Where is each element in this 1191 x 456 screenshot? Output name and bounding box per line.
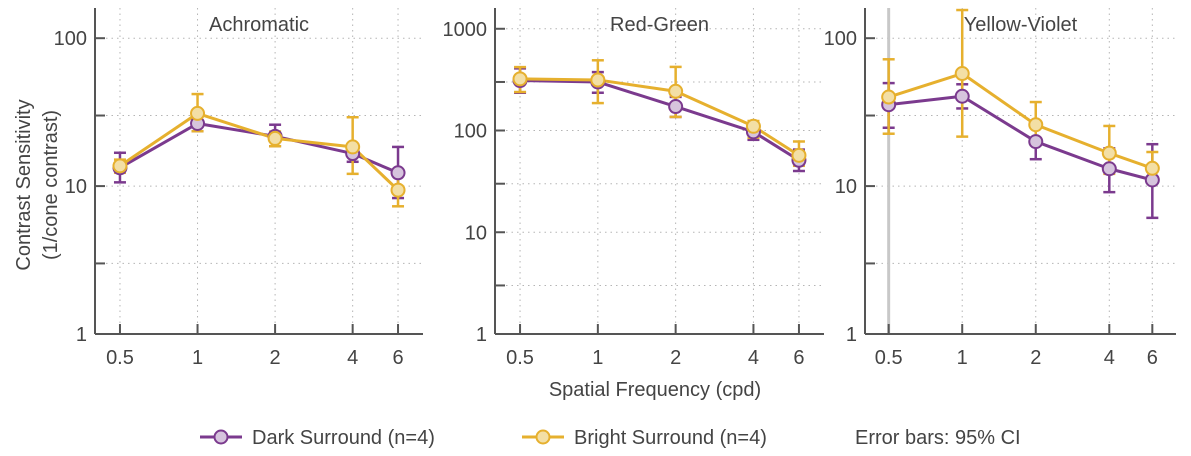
y-tick-label-0: 1 xyxy=(476,324,487,346)
data-point-bright xyxy=(512,71,528,87)
x-tick-label-0: 0.5 xyxy=(875,347,903,369)
data-point-bright xyxy=(190,105,206,121)
y-axis-label-line1: Contrast Sensitivity xyxy=(13,99,35,270)
x-tick-label-3: 4 xyxy=(748,347,759,369)
y-tick-label-1: 10 xyxy=(65,176,87,198)
legend-label-bright: Bright Surround (n=4) xyxy=(574,427,767,449)
data-point-dark xyxy=(1028,134,1044,150)
x-tick-label-1: 1 xyxy=(192,347,203,369)
data-point-bright xyxy=(1028,117,1044,133)
data-point-bright xyxy=(1144,160,1160,176)
x-tick-label-2: 2 xyxy=(1030,347,1041,369)
x-tick-label-4: 6 xyxy=(793,347,804,369)
data-point-bright xyxy=(1101,145,1117,161)
y-tick-label-0: 1 xyxy=(846,324,857,346)
data-point-bright xyxy=(345,139,361,155)
data-point-bright xyxy=(881,89,897,105)
x-axis-label: Spatial Frequency (cpd) xyxy=(549,379,761,401)
data-point-bright xyxy=(745,118,761,134)
y-tick-label-2: 100 xyxy=(824,28,857,50)
data-point-bright xyxy=(390,182,406,198)
legend-item-dark: Dark Surround (n=4) xyxy=(200,427,435,449)
data-point-bright xyxy=(590,72,606,88)
data-point-bright xyxy=(954,66,970,82)
y-tick-label-2: 100 xyxy=(454,121,487,143)
panel-1: 1 10 100 0.5 1 2 4 6 Achromatic xyxy=(54,8,423,369)
data-point-dark xyxy=(954,88,970,104)
y-tick-label-2: 100 xyxy=(54,28,87,50)
data-point-bright xyxy=(668,83,684,99)
data-point-bright xyxy=(112,158,128,174)
legend-label-dark: Dark Surround (n=4) xyxy=(252,427,435,449)
x-tick-label-0: 0.5 xyxy=(506,347,534,369)
data-point-dark xyxy=(390,165,406,181)
legend-marker-bright xyxy=(535,429,551,445)
y-tick-label-1: 10 xyxy=(835,176,857,198)
x-tick-label-1: 1 xyxy=(592,347,603,369)
panel-3: 1 10 100 0.5 1 2 4 6 Yellow-Violet xyxy=(824,8,1176,369)
y-axis-label-line2: (1/cone contrast) xyxy=(40,110,62,260)
plots: 1 10 100 0.5 1 2 4 6 Achromatic 1 10 100 1000 0.5 1 2 4 6… xyxy=(54,8,1176,369)
panel-title: Red-Green xyxy=(610,14,709,36)
legend-marker-dark xyxy=(213,429,229,445)
data-point-dark xyxy=(668,99,684,115)
panel-2: 1 10 100 1000 0.5 1 2 4 6 Red-Green xyxy=(443,8,824,369)
x-tick-label-4: 6 xyxy=(392,347,403,369)
x-tick-label-2: 2 xyxy=(270,347,281,369)
x-tick-label-2: 2 xyxy=(670,347,681,369)
panel-title: Achromatic xyxy=(209,14,309,36)
data-point-bright xyxy=(791,147,807,163)
x-tick-label-1: 1 xyxy=(957,347,968,369)
legend: Dark Surround (n=4) Bright Surround (n=4… xyxy=(200,427,1021,449)
x-tick-label-4: 6 xyxy=(1147,347,1158,369)
series-line-bright xyxy=(520,77,800,157)
error-bars-note: Error bars: 95% CI xyxy=(855,427,1021,449)
y-tick-label-1: 10 xyxy=(465,222,487,244)
x-tick-label-3: 4 xyxy=(1104,347,1115,369)
data-point-bright xyxy=(267,130,283,146)
y-tick-label-0: 1 xyxy=(76,324,87,346)
x-tick-label-3: 4 xyxy=(347,347,358,369)
legend-item-bright: Bright Surround (n=4) xyxy=(522,427,767,449)
x-tick-label-0: 0.5 xyxy=(106,347,134,369)
data-point-dark xyxy=(1101,161,1117,177)
y-tick-label-3: 1000 xyxy=(443,19,488,41)
panel-title: Yellow-Violet xyxy=(964,14,1078,36)
